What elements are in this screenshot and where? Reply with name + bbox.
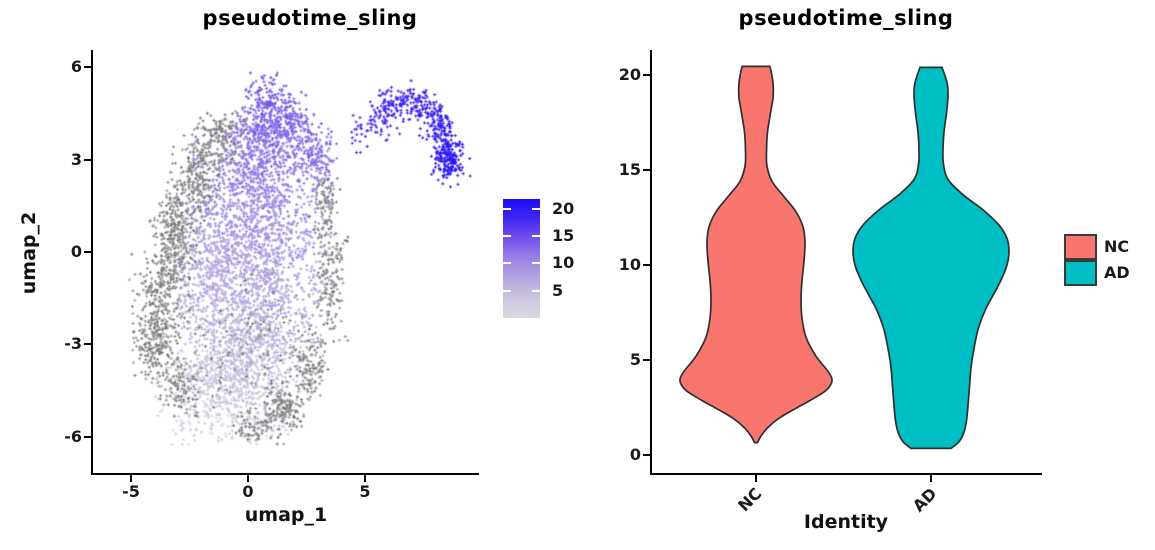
violin-y-tick [643,264,652,266]
colorbar-tick-dash [503,235,511,238]
violin-y-tick [643,169,652,171]
umap-y-axis-line [91,50,93,475]
umap-plot-title: pseudotime_sling [202,6,418,30]
colorbar-tick-label: 5 [552,280,564,300]
umap-x-tick-label: 0 [242,482,254,501]
umap-y-tick-label: 0 [70,242,82,261]
umap-x-axis-line [91,473,479,475]
violin-y-tick-label: 10 [618,255,641,274]
colorbar-tick-label: 10 [552,253,575,273]
legend-swatch-ad [1064,260,1097,286]
violin-shape-nc [679,65,833,444]
violin-shape-ad [852,66,1010,450]
umap-y-tick-label: -6 [64,426,82,446]
legend-label-ad: AD [1104,263,1130,282]
colorbar-tick-dash [503,207,511,210]
umap-x-tick-label: 5 [359,482,371,501]
umap-y-tick-label: 3 [70,149,82,169]
pseudotime-colorbar [503,199,540,318]
violin-x-tick [930,473,932,482]
colorbar-tick-label: 20 [552,198,575,218]
umap-y-tick-label: 6 [70,57,82,77]
umap-x-tick-label: -5 [122,482,140,501]
violin-y-tick [643,74,652,76]
umap-y-tick [84,66,93,69]
umap-y-tick-label: -3 [64,334,82,354]
legend-label-nc: NC [1104,237,1130,256]
colorbar-tick-dash [532,207,540,210]
umap-y-tick [84,343,93,346]
umap-y-tick [84,251,93,253]
colorbar-tick-label: 15 [552,226,575,246]
umap-y-tick [84,158,93,161]
colorbar-tick-dash [503,289,511,292]
umap-y-tick [84,435,93,438]
violin-plot-title: pseudotime_sling [738,6,954,30]
colorbar-tick-dash [532,235,540,238]
violin-x-axis-label: Identity [803,511,889,533]
violin-y-axis-line [650,50,652,475]
umap-x-tick [247,473,249,482]
umap-x-axis-label: umap_1 [244,504,328,526]
colorbar-tick-dash [503,262,511,265]
colorbar-tick-dash [532,262,540,265]
umap-x-tick [364,473,366,482]
violin-y-tick-label: 5 [629,350,641,369]
violin-y-tick-label: 15 [618,160,641,179]
umap-scatter-canvas [93,50,479,473]
violin-svg [679,65,1010,450]
violin-y-tick [643,359,652,361]
colorbar-tick-dash [532,289,540,292]
umap-x-tick [130,473,132,482]
violin-y-tick [643,454,652,456]
violin-x-axis-line [650,473,1042,475]
violin-y-tick-label: 20 [618,65,641,84]
violin-y-tick-label: 0 [629,445,641,464]
legend-swatch-nc [1064,234,1097,260]
violin-x-tick [755,473,757,482]
